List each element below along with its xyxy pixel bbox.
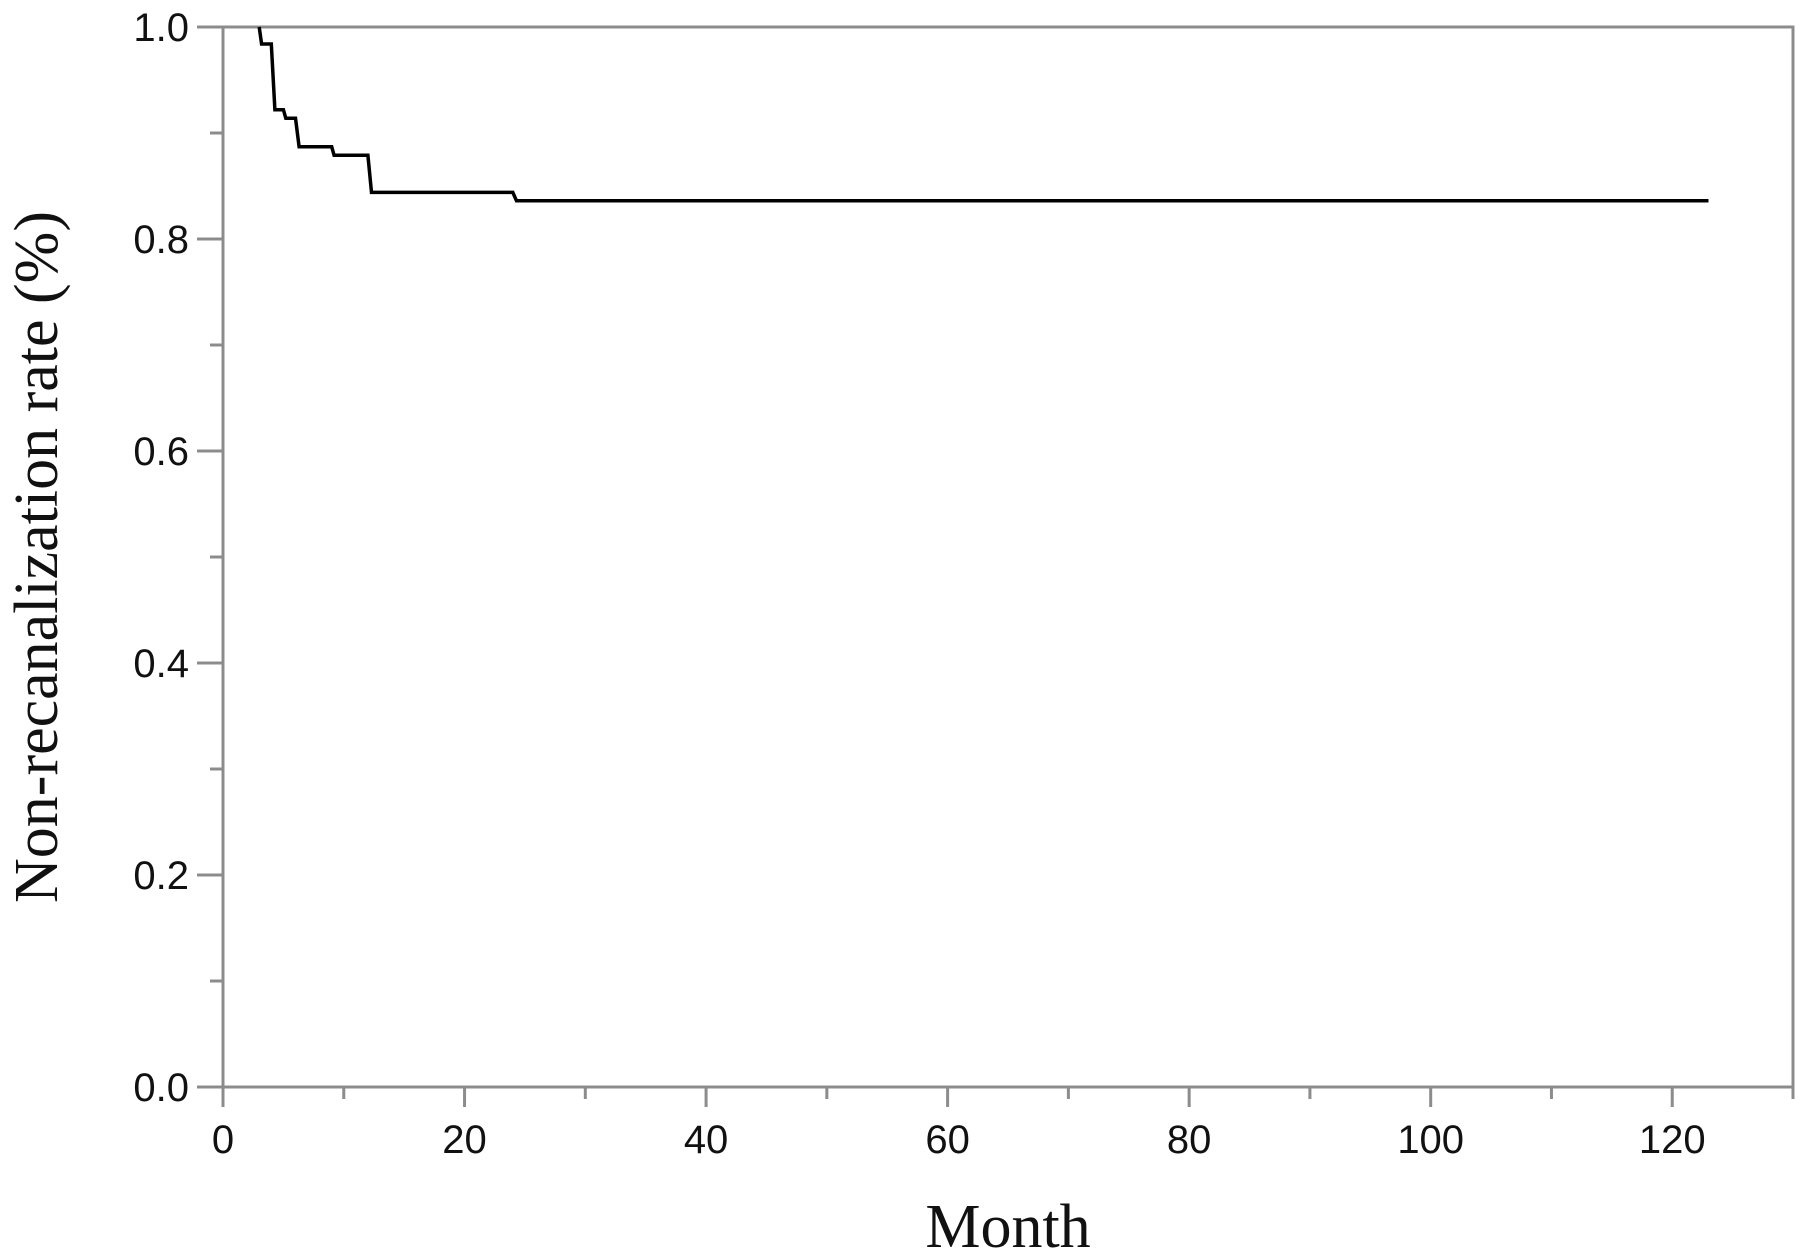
x-tick-label: 60 <box>925 1118 970 1162</box>
x-tick-label: 20 <box>442 1118 487 1162</box>
series-layer <box>257 26 1709 203</box>
y-tick-label: 0.4 <box>133 642 189 686</box>
y-tick-label: 0.8 <box>133 218 189 262</box>
y-tick-label: 0.2 <box>133 854 189 898</box>
x-tick-label: 0 <box>212 1118 234 1162</box>
y-tick-label: 0.0 <box>133 1066 189 1110</box>
plot-border <box>221 25 1795 1089</box>
y-tick-label: 0.6 <box>133 430 189 474</box>
x-tick-label: 80 <box>1167 1118 1212 1162</box>
plot-frame <box>221 25 1795 1089</box>
x-tick-label: 100 <box>1397 1118 1464 1162</box>
y-tick-label: 1.0 <box>133 6 189 50</box>
x-tick-label: 40 <box>684 1118 729 1162</box>
x-tick-label: 120 <box>1639 1118 1706 1162</box>
survival-curve-line <box>257 26 1709 203</box>
y-axis-title: Non-recanalization rate (%) <box>3 211 71 903</box>
x-axis-title: Month <box>925 1193 1090 1252</box>
x-axis-ticks: 0 20 40 60 80 100 120 <box>212 1087 1795 1162</box>
y-axis-ticks: 0.0 0.2 0.4 0.6 0.8 1.0 <box>133 6 223 1110</box>
